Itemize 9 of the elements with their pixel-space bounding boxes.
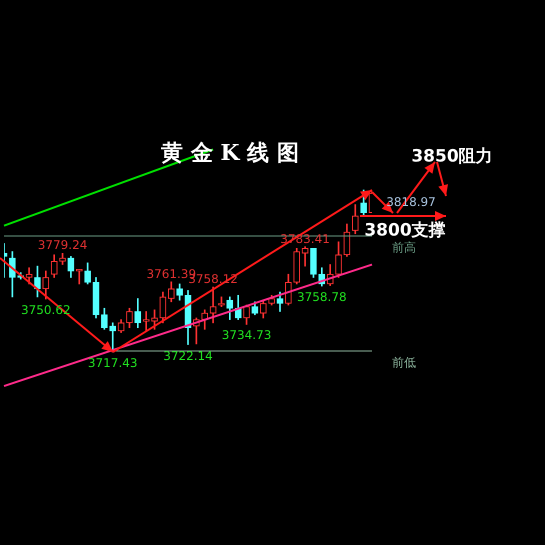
annotation: 3758.78 bbox=[297, 290, 347, 304]
ref-line-label: 前低 bbox=[392, 354, 416, 372]
ref-line-label: 前高 bbox=[392, 240, 416, 256]
annotation: 3717.43 bbox=[88, 356, 138, 370]
annotation: 3800支撑 bbox=[364, 220, 446, 241]
annotation: 3722.14 bbox=[163, 348, 213, 363]
annotation: 3779.24 bbox=[38, 238, 88, 252]
text: 3850阻力 bbox=[411, 146, 493, 168]
annotation: 3734.73 bbox=[222, 328, 272, 342]
